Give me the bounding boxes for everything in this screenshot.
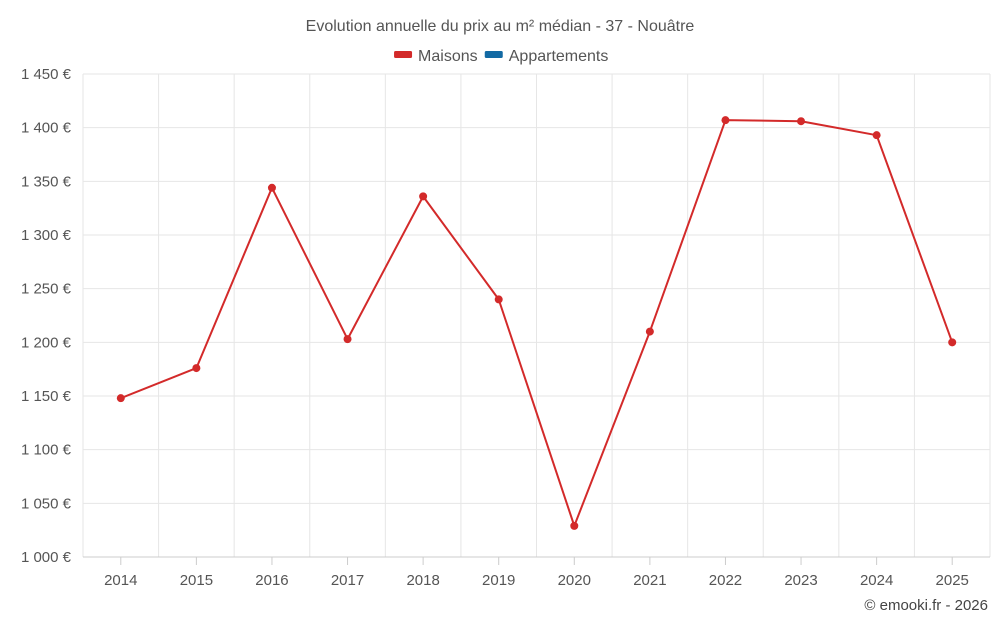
legend-label: Appartements [509, 48, 609, 65]
data-point-2020[interactable] [570, 521, 579, 530]
credit-text: © emooki.fr - 2026 [864, 597, 988, 614]
data-point-2016[interactable] [267, 183, 276, 192]
x-tick-label: 2020 [558, 572, 591, 589]
series-group [116, 116, 957, 530]
data-point-2018[interactable] [419, 192, 428, 201]
data-point-2025[interactable] [948, 338, 957, 347]
x-tick-label: 2021 [633, 572, 666, 589]
x-tick-label: 2024 [860, 572, 893, 589]
y-tick-label: 1 100 € [21, 442, 72, 459]
x-tick-label: 2017 [331, 572, 364, 589]
y-tick-label: 1 300 € [21, 227, 72, 244]
legend-swatch [394, 51, 413, 58]
chart-title: Evolution annuelle du prix au m² médian … [306, 18, 695, 35]
y-tick-label: 1 200 € [21, 334, 72, 351]
x-axis-ticks: 2014 2015 2016 2017 2018 2019 2020 2021 2022 2023… [104, 557, 969, 589]
data-point-2017[interactable] [343, 335, 352, 344]
legend-swatch [484, 51, 503, 58]
x-tick-label: 2018 [406, 572, 439, 589]
y-tick-label: 1 050 € [21, 495, 72, 512]
legend-item-maisons[interactable]: Maisons [394, 48, 478, 65]
x-tick-label: 2023 [784, 572, 817, 589]
data-point-2022[interactable] [721, 116, 730, 125]
data-point-2015[interactable] [192, 364, 201, 373]
y-tick-label: 1 450 € [21, 66, 72, 83]
x-tick-label: 2016 [255, 572, 288, 589]
legend-item-appartements[interactable]: Appartements [484, 48, 609, 65]
data-point-2024[interactable] [872, 131, 881, 140]
data-point-2021[interactable] [645, 327, 654, 336]
y-tick-label: 1 000 € [21, 549, 72, 566]
data-point-2023[interactable] [797, 117, 806, 126]
y-axis-ticks: 1 000 € 1 050 € 1 100 € 1 150 € 1 200 € 1 250… [21, 66, 72, 566]
y-tick-label: 1 250 € [21, 281, 72, 298]
y-tick-label: 1 400 € [21, 120, 72, 137]
legend-label: Maisons [418, 48, 478, 65]
legend: Maisons Appartements [394, 48, 608, 65]
y-tick-label: 1 350 € [21, 173, 72, 190]
x-tick-label: 2019 [482, 572, 515, 589]
x-tick-label: 2014 [104, 572, 137, 589]
x-tick-label: 2022 [709, 572, 742, 589]
data-point-2014[interactable] [116, 394, 125, 403]
x-gridlines [82, 74, 991, 557]
x-tick-label: 2025 [936, 572, 969, 589]
x-tick-label: 2015 [180, 572, 213, 589]
y-tick-label: 1 150 € [21, 388, 72, 405]
data-point-2019[interactable] [494, 295, 503, 304]
series-line-maisons [120, 119, 954, 527]
